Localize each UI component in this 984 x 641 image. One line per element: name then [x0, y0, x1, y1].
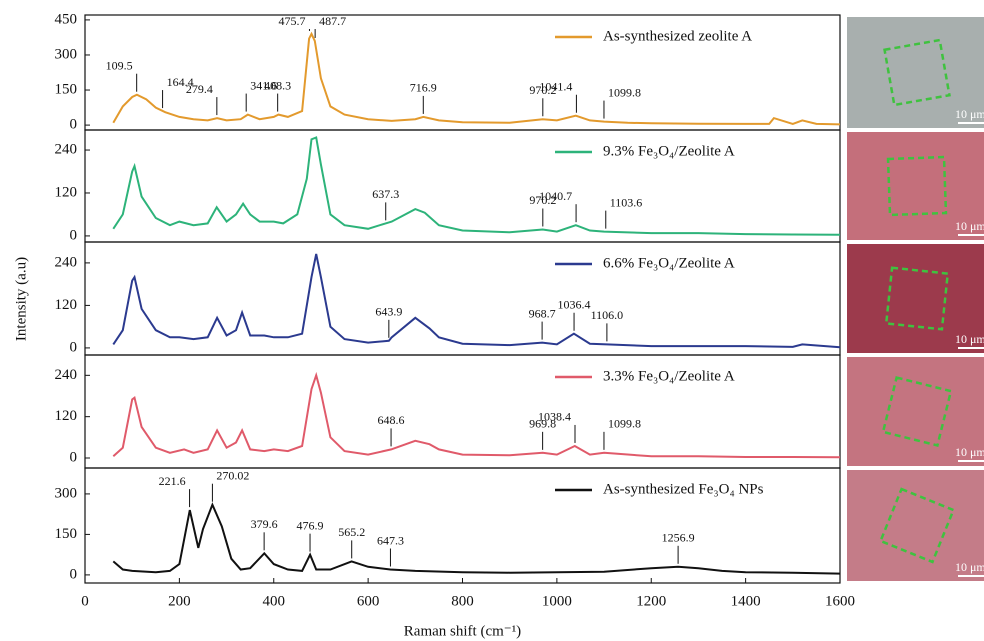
spectrum-line	[112, 253, 841, 349]
x-tick-label: 400	[263, 593, 286, 609]
legend-label: 3.3% Fe₃O₄/Zeolite A	[603, 368, 735, 384]
y-tick-label: 240	[55, 254, 78, 270]
micrograph	[847, 357, 984, 466]
annotation-label: 565.2	[338, 525, 365, 539]
scale-bar-label: 10 μm	[955, 219, 984, 233]
y-tick-label: 120	[55, 297, 78, 313]
annotation-label: 109.5	[106, 58, 133, 72]
micrograph	[847, 244, 984, 353]
legend-label: As-synthesized Fe₃O₄ NPs	[603, 481, 764, 497]
y-tick-label: 120	[55, 184, 78, 200]
region-box	[883, 38, 951, 107]
micrograph	[847, 470, 984, 581]
region-box	[884, 266, 950, 331]
y-tick-label: 0	[70, 117, 78, 133]
annotation-label: 1103.6	[610, 195, 643, 209]
annotation-label: 648.6	[378, 413, 405, 427]
annotation-label: 970.2	[529, 83, 556, 97]
annotation-label: 1040.7	[539, 189, 572, 203]
annotation-label: 1038.4	[538, 410, 571, 424]
annotation-label: 1041.4	[539, 79, 572, 93]
x-tick-label: 200	[168, 593, 191, 609]
y-tick-label: 120	[55, 408, 78, 424]
y-tick-label: 300	[55, 485, 78, 501]
annotation-label: 341.6	[250, 78, 277, 92]
legend-label: 6.6% Fe₃O₄/Zeolite A	[603, 255, 735, 271]
annotation-label: 637.3	[372, 187, 399, 201]
y-tick-label: 0	[70, 566, 78, 582]
annotation-label: 969.8	[529, 417, 556, 431]
x-tick-label: 600	[357, 593, 380, 609]
x-tick-label: 1600	[825, 593, 855, 609]
x-tick-label: 1400	[731, 593, 761, 609]
annotation-label: 1106.0	[591, 308, 624, 322]
annotation-label: 164.4	[167, 75, 194, 89]
micrograph	[847, 17, 984, 128]
scale-bar-label: 10 μm	[955, 445, 984, 459]
annotation-label: 221.6	[159, 474, 186, 488]
spectrum-line	[112, 136, 841, 236]
annotation-label: 270.02	[216, 468, 249, 482]
legend-label: As-synthesized zeolite A	[603, 28, 752, 44]
x-tick-label: 800	[451, 593, 474, 609]
annotation-label: 279.4	[186, 82, 213, 96]
scale-bar-label: 10 μm	[955, 560, 984, 574]
annotation-label: 968.7	[529, 306, 556, 320]
x-tick-label: 0	[81, 593, 89, 609]
annotation-label: 1036.4	[558, 297, 591, 311]
spectrum-line	[112, 31, 841, 126]
annotation-label: 408.3	[264, 78, 291, 92]
y-tick-label: 0	[70, 339, 78, 355]
y-tick-label: 0	[70, 449, 78, 465]
y-tick-label: 240	[55, 141, 78, 157]
annotation-label: 476.9	[297, 518, 324, 532]
y-tick-label: 300	[55, 46, 78, 62]
y-tick-label: 150	[55, 81, 78, 97]
annotation-label: 1099.8	[608, 417, 641, 431]
y-tick-label: 150	[55, 526, 78, 542]
annotation-label: 487.7	[319, 14, 346, 28]
annotation-label: 970.2	[529, 193, 556, 207]
y-tick-label: 240	[55, 367, 78, 383]
spectrum-line	[112, 371, 841, 459]
y-tick-label: 450	[55, 11, 78, 27]
annotation-label: 379.6	[251, 517, 278, 531]
x-tick-label: 1200	[636, 593, 666, 609]
y-axis-label: Intensity (a.u)	[13, 257, 29, 341]
scale-bar-label: 10 μm	[955, 107, 984, 121]
region-box	[881, 376, 953, 447]
annotation-label: 716.9	[410, 81, 437, 95]
annotation-label: 643.9	[375, 305, 402, 319]
micrograph	[847, 132, 984, 240]
y-tick-label: 0	[70, 227, 78, 243]
x-tick-label: 1000	[542, 593, 572, 609]
x-axis-label: Raman shift (cm⁻¹)	[404, 623, 521, 639]
legend-label: 9.3% Fe₃O₄/Zeolite A	[603, 143, 735, 159]
annotation-label: 1099.8	[608, 85, 641, 99]
annotation-label: 647.3	[377, 533, 404, 547]
scale-bar-label: 10 μm	[955, 332, 984, 346]
spectrum-line	[112, 502, 841, 575]
annotation-label: 475.7	[278, 14, 305, 28]
annotation-label: 1256.9	[662, 531, 695, 545]
region-box	[886, 155, 948, 217]
